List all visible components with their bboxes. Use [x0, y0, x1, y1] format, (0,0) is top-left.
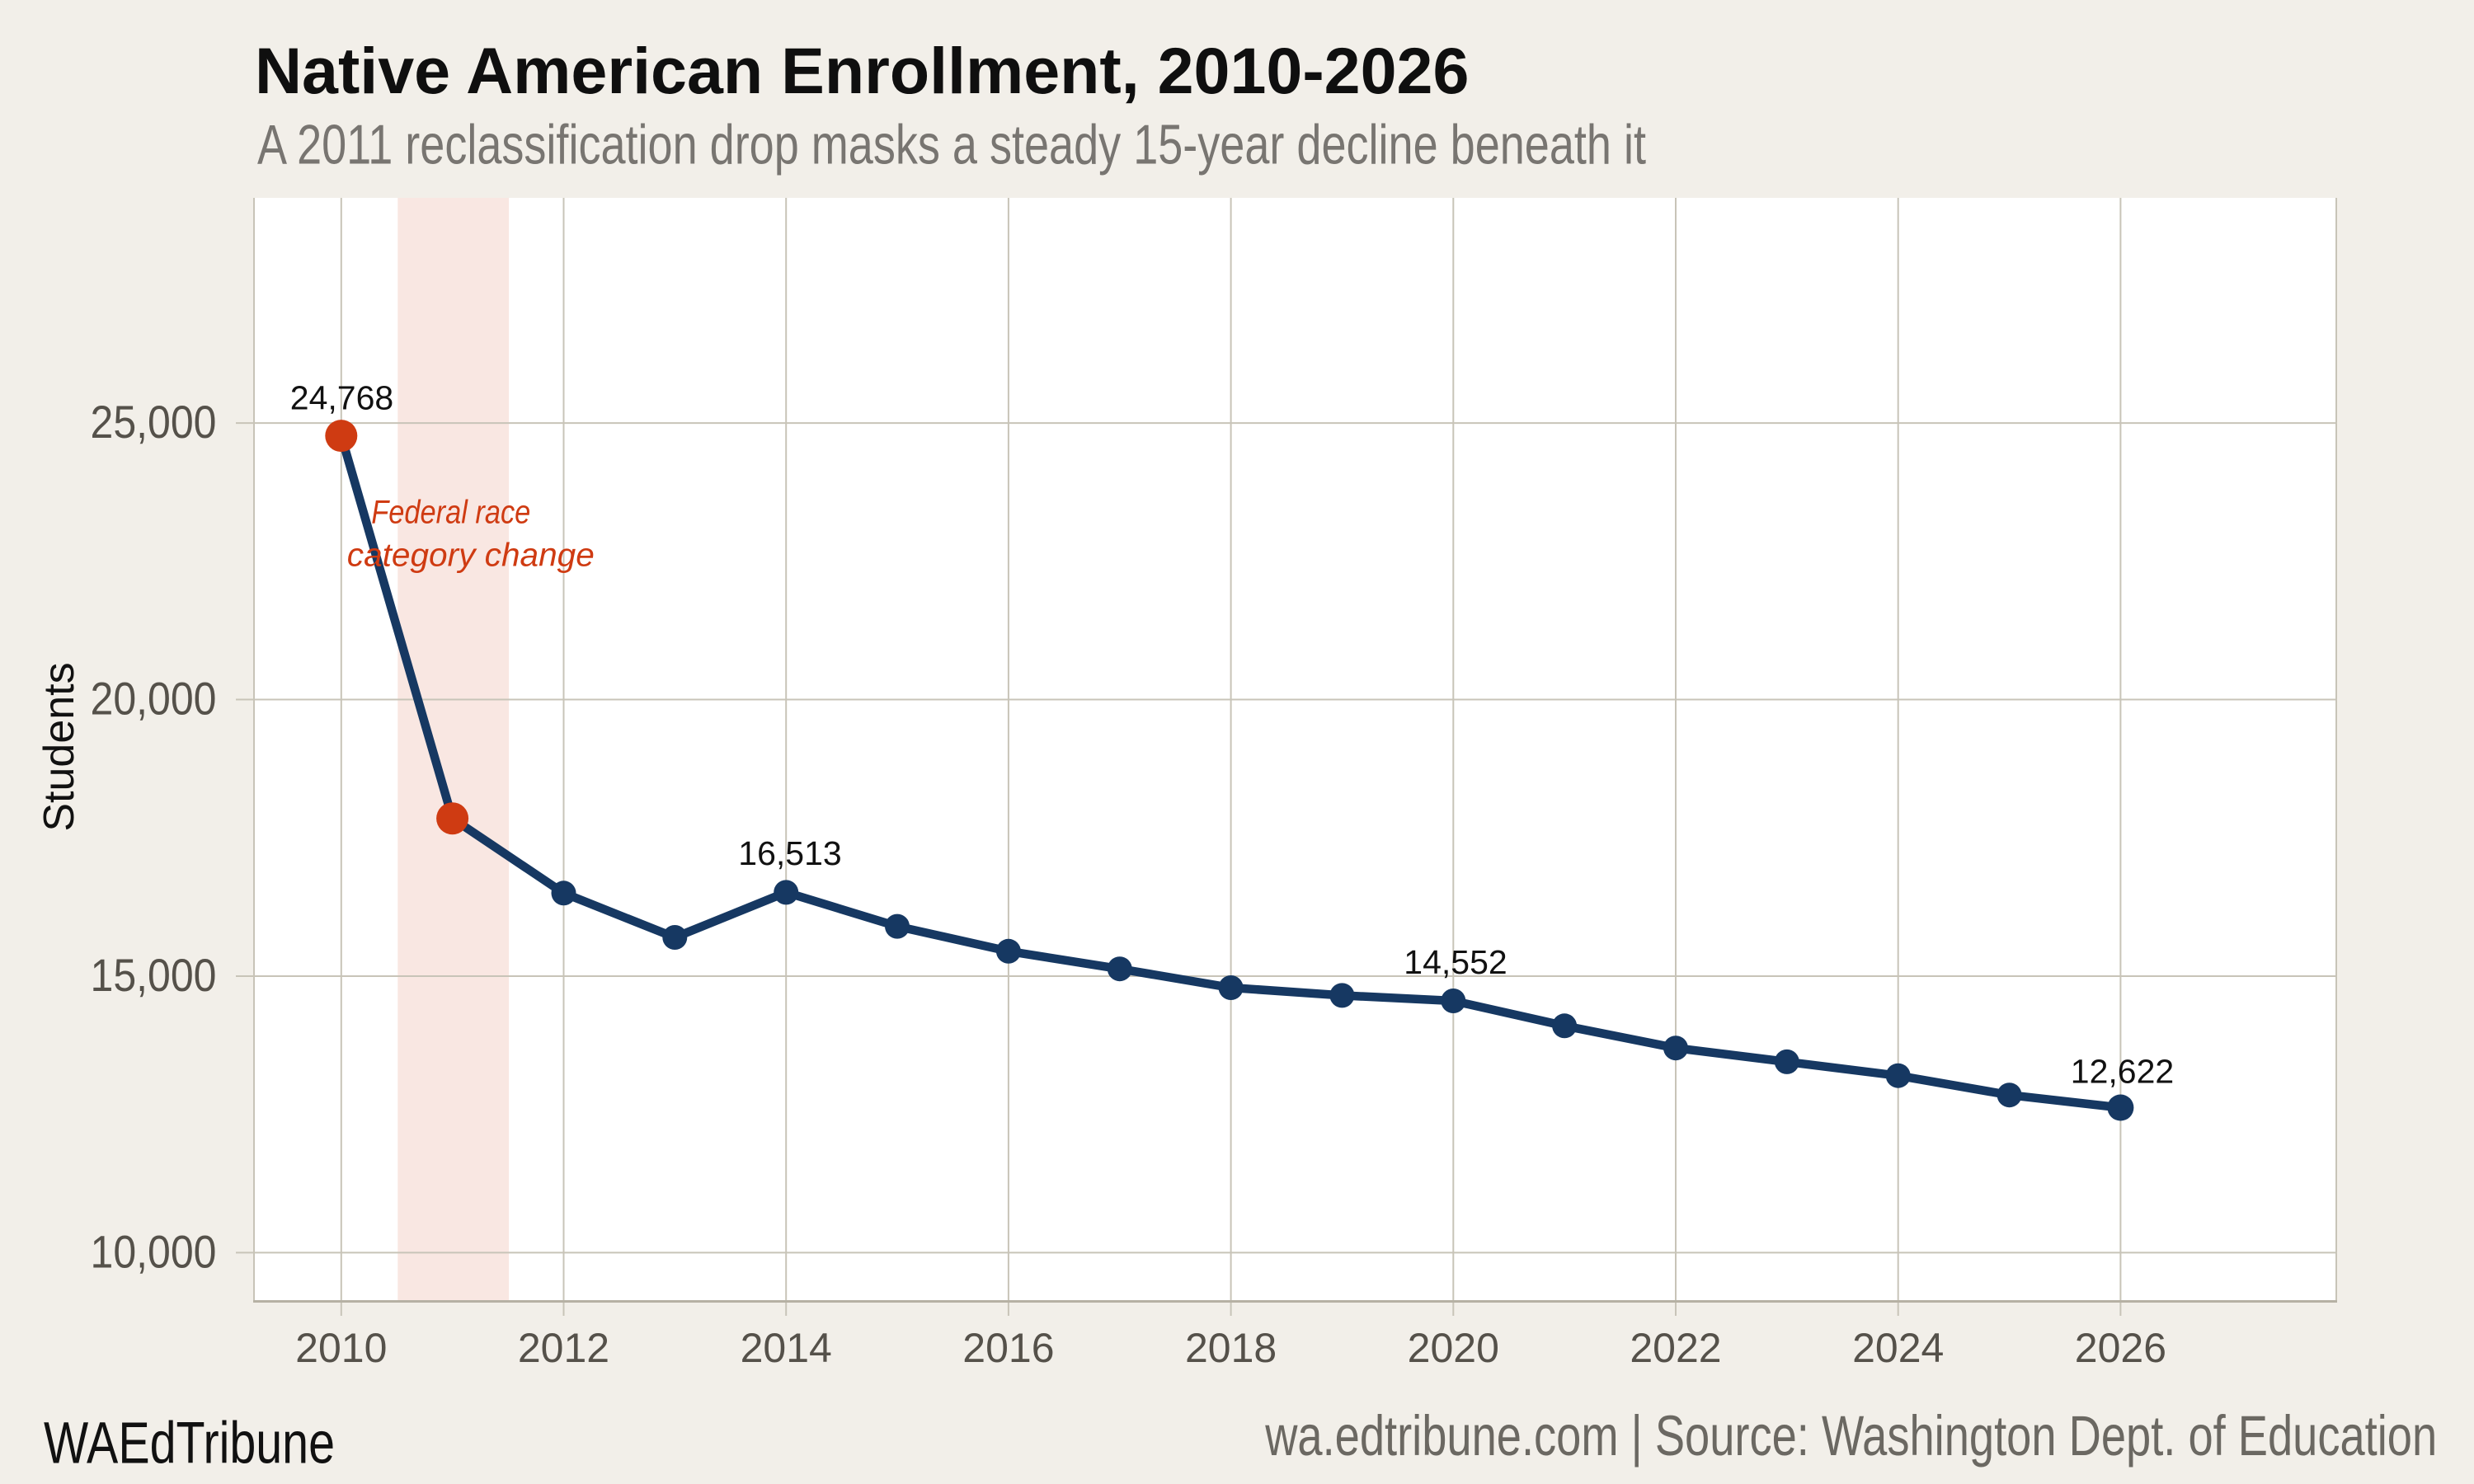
svg-text:Native American Enrollment, 20: Native American Enrollment, 2010-2026: [255, 34, 1469, 107]
svg-text:12,622: 12,622: [2071, 1053, 2174, 1091]
svg-text:A 2011 reclassification drop m: A 2011 reclassification drop masks a ste…: [257, 114, 1646, 176]
svg-text:wa.edtribune.com | Source: Was: wa.edtribune.com | Source: Washington De…: [1264, 1404, 2437, 1468]
svg-text:2020: 2020: [1408, 1325, 1499, 1371]
svg-text:24,768: 24,768: [290, 378, 393, 416]
svg-text:16,513: 16,513: [738, 834, 841, 872]
svg-text:2024: 2024: [1852, 1325, 1944, 1371]
svg-text:2010: 2010: [295, 1325, 387, 1371]
svg-text:15,000: 15,000: [91, 949, 217, 1001]
svg-text:Federal race: Federal race: [371, 495, 530, 531]
svg-text:Students: Students: [35, 662, 83, 831]
svg-text:2018: 2018: [1185, 1325, 1277, 1371]
svg-text:2026: 2026: [2075, 1325, 2166, 1371]
svg-text:WAEdTribune: WAEdTribune: [44, 1411, 335, 1477]
svg-text:category change: category change: [347, 538, 595, 574]
svg-text:14,552: 14,552: [1404, 943, 1507, 981]
svg-text:2014: 2014: [741, 1325, 832, 1371]
svg-text:20,000: 20,000: [91, 673, 217, 725]
svg-text:2016: 2016: [962, 1325, 1054, 1371]
svg-text:25,000: 25,000: [91, 396, 217, 448]
svg-text:2012: 2012: [518, 1325, 609, 1371]
svg-text:2022: 2022: [1630, 1325, 1721, 1371]
svg-text:10,000: 10,000: [91, 1225, 217, 1277]
